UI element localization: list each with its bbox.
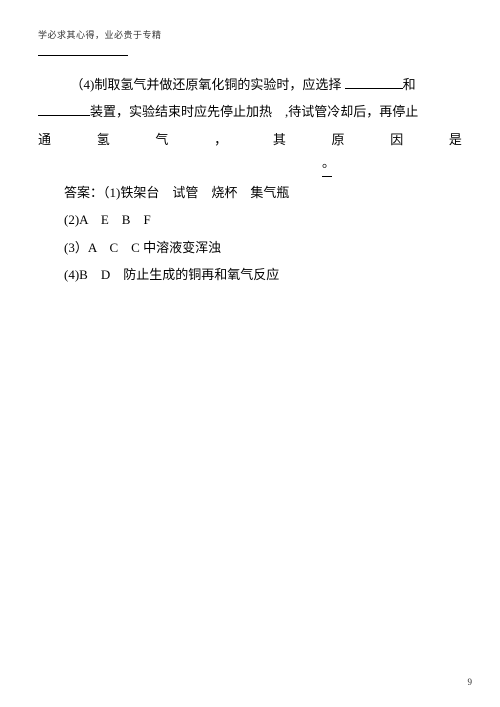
spread-char-0: 通 (38, 126, 51, 153)
q4-prefix: （4)制取氢气并做还原氧化铜的实验时，应选择 (71, 77, 342, 92)
q4-line2b: ,待试管冷却后，再停止 (285, 104, 418, 119)
answer-4: (4)B D 防止生成的铜再和氧气反应 (38, 261, 462, 288)
spread-char-4: 其 (273, 126, 286, 153)
q4-and: 和 (403, 77, 416, 92)
blank-1 (345, 76, 403, 89)
answer-1: 答案：（1)铁架台 试管 烧杯 集气瓶 (38, 179, 462, 206)
page-header: 学必求其心得，业必贵于专精 (38, 28, 462, 41)
header-underline (38, 55, 128, 56)
blank-2 (38, 103, 90, 116)
question-4-end: 。 (38, 149, 462, 177)
spread-char-5: 原 (332, 126, 345, 153)
page-number: 9 (468, 677, 473, 687)
spread-char-2: 气 (155, 126, 168, 153)
question-4-line1: （4)制取氢气并做还原氧化铜的实验时，应选择 和 (38, 71, 462, 98)
question-4-line2: 装置，实验结束时应先停止加热 ,待试管冷却后，再停止 (38, 98, 462, 125)
answer-3: (3）A C C 中溶液变浑浊 (38, 234, 462, 261)
period-underline: 。 (322, 149, 332, 177)
main-content: （4)制取氢气并做还原氧化铜的实验时，应选择 和 装置，实验结束时应先停止加热 … (38, 71, 462, 288)
spread-char-6: 因 (390, 126, 403, 153)
spread-char-1: 氢 (97, 126, 110, 153)
spread-char-3: ， (214, 126, 227, 153)
q4-line2a: 装置，实验结束时应先停止加热 (90, 104, 272, 119)
spread-char-7: 是 (449, 126, 462, 153)
answer-2: (2)A E B F (38, 206, 462, 233)
